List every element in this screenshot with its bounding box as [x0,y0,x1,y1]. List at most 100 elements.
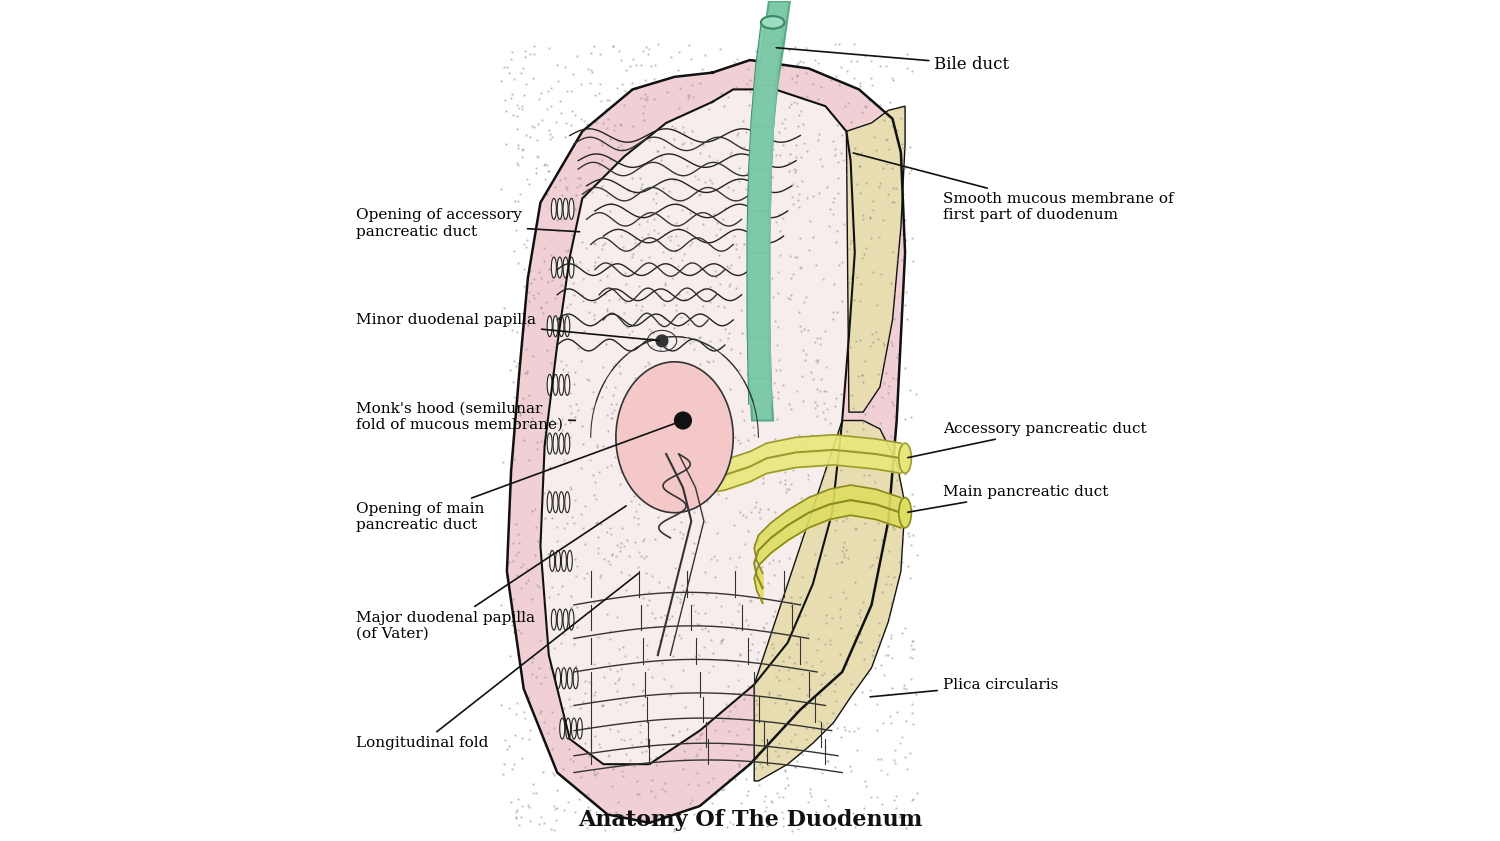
Point [520,504,544,517]
Point [614,696,638,709]
Point [680,124,703,138]
Point [790,667,814,680]
Point [681,807,705,821]
Point [846,55,870,68]
Point [618,754,642,767]
Point [672,292,696,305]
Point [792,296,816,309]
Point [747,45,771,59]
Point [726,458,750,472]
Point [746,320,770,334]
Point [794,347,818,361]
Ellipse shape [560,374,564,395]
Point [794,66,818,80]
Point [724,561,748,574]
Point [859,55,883,68]
Point [708,636,732,649]
Polygon shape [748,253,770,336]
Point [544,58,568,71]
Point [526,661,550,674]
Text: Main pancreatic duct: Main pancreatic duct [908,484,1108,512]
Point [558,699,582,712]
Point [588,77,612,91]
Point [840,677,864,690]
Point [630,372,654,385]
Point [868,59,892,72]
Point [606,724,630,738]
Point [752,535,776,548]
Point [582,688,606,701]
Point [549,498,573,511]
Point [862,475,886,489]
Point [634,40,658,53]
Point [670,812,694,826]
Point [858,560,882,574]
Point [768,689,792,702]
Point [562,664,586,678]
Point [538,133,562,146]
Point [765,526,789,540]
Point [865,791,889,804]
Point [862,649,886,663]
Point [738,279,762,293]
Point [501,537,525,550]
Point [699,373,723,386]
Point [765,338,789,352]
Point [584,769,608,782]
Point [651,298,675,311]
Point [648,414,672,427]
Point [634,93,658,107]
Point [890,228,914,241]
Point [519,130,543,144]
Point [621,510,645,524]
Point [698,295,721,309]
Point [648,342,672,356]
Point [675,450,699,463]
Point [681,393,705,406]
Point [506,623,530,637]
Point [853,492,877,505]
Point [588,570,612,584]
Point [746,400,770,414]
Point [566,209,590,223]
Point [867,616,891,630]
Point [687,648,711,662]
Point [507,101,531,114]
Point [578,814,602,828]
Point [900,672,924,685]
Text: Plica circularis: Plica circularis [870,678,1058,697]
Point [650,491,674,505]
Point [549,278,573,292]
Ellipse shape [560,718,566,739]
Point [753,317,777,331]
Point [822,149,846,162]
Point [512,324,536,337]
Point [716,710,740,723]
Point [501,442,525,456]
Polygon shape [750,127,772,169]
Point [566,621,590,634]
Point [777,778,801,791]
Point [902,254,926,267]
Point [698,665,721,679]
Point [898,650,922,664]
Point [627,726,651,739]
Point [873,353,897,367]
Point [794,697,818,711]
Point [806,56,830,70]
Point [710,738,734,752]
Point [681,505,705,519]
Point [682,342,706,356]
Point [578,373,602,387]
Point [700,177,724,190]
Point [562,494,586,507]
Point [804,353,828,367]
Point [712,782,736,796]
Point [501,614,525,627]
Point [630,444,654,458]
Point [796,323,820,336]
Point [610,143,634,156]
Point [885,134,909,147]
Point [891,680,915,694]
Point [585,438,609,452]
